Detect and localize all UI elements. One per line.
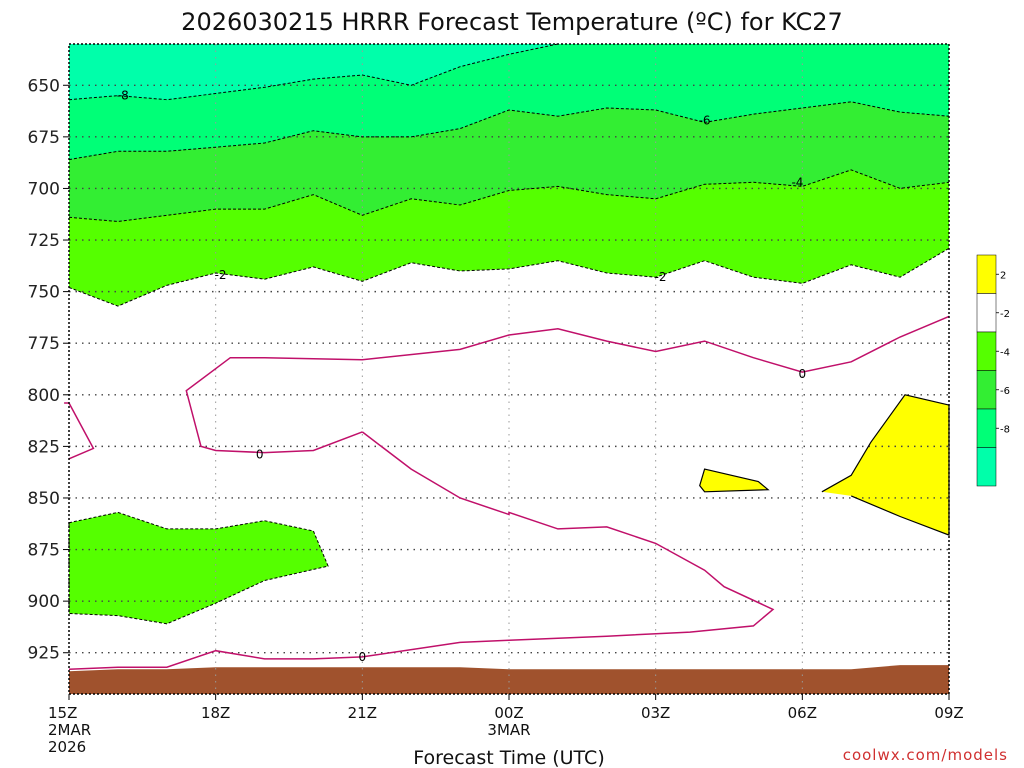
contour-label: -2	[655, 270, 667, 284]
contour-pos2-blob-2	[821, 394, 950, 536]
ground-fill	[69, 665, 949, 694]
fill-band-low-m2	[69, 512, 329, 624]
contour-m6	[68, 101, 950, 161]
credit-text: coolwx.com/models	[843, 746, 1008, 764]
legend-swatch	[976, 293, 997, 333]
legend-swatch	[976, 447, 997, 487]
fill-gt2-blob-2	[821, 394, 949, 536]
y-tick-label: 725	[28, 231, 60, 251]
contour-lines	[64, 43, 950, 670]
x-tick-label: 06Z	[788, 704, 817, 722]
contour-m2	[68, 247, 950, 307]
contour-zero-left	[64, 402, 95, 460]
contour-label: -2	[215, 268, 227, 282]
x-tick-label: 03Z	[641, 704, 670, 722]
legend-label: -4	[1000, 347, 1010, 358]
legend-swatch	[976, 408, 997, 448]
x-tick-label: 15Z	[48, 704, 77, 722]
x-tick-label: 18Z	[201, 704, 230, 722]
x-tick-label: 3MAR	[487, 721, 530, 739]
contour-label: -8	[117, 89, 129, 103]
y-tick-label: 800	[28, 386, 60, 406]
contour-zero-lower	[68, 431, 775, 670]
legend-swatch	[976, 331, 997, 371]
legend-label: -6	[1000, 386, 1010, 397]
x-tick-label: 21Z	[348, 704, 377, 722]
contour-label: 0	[256, 448, 264, 462]
legend-label: 2	[1000, 270, 1006, 281]
contour-label: -4	[791, 175, 803, 189]
x-tick-label: 00Z	[494, 704, 523, 722]
y-tick-label: 850	[28, 489, 60, 509]
y-tick-label: 650	[28, 76, 60, 96]
legend: 2 -2 -4 -6 -8	[976, 254, 1010, 487]
legend-label: -8	[1000, 424, 1010, 435]
contour-label: -6	[699, 113, 711, 127]
x-axis-title: Forecast Time (UTC)	[413, 747, 604, 768]
legend-swatch	[976, 254, 997, 294]
fill-band-lt-m8	[69, 44, 558, 100]
x-tick-label: 09Z	[934, 704, 963, 722]
contour-labels: -8 -6 -4 -2 -2 0 0 0	[117, 89, 806, 664]
chart-title: 2026030215 HRRR Forecast Temperature (ºC…	[181, 8, 843, 36]
x-tick-label: 2026	[48, 738, 86, 756]
y-tick-label: 825	[28, 437, 60, 457]
legend-swatch	[976, 370, 997, 410]
contour-pos2-blob-1	[699, 468, 770, 493]
contour-label: 0	[359, 650, 367, 664]
contour-zero-upper	[185, 315, 950, 454]
y-tick-label: 925	[28, 644, 60, 664]
y-tick-label: 675	[28, 128, 60, 148]
y-tick-label: 875	[28, 541, 60, 561]
contour-m4	[68, 169, 950, 223]
fill-gt2-blob-1	[699, 469, 769, 492]
x-tick-label: 2MAR	[48, 721, 91, 739]
contour-m8	[68, 43, 559, 101]
y-axis: 650 675 700 725 750 775 800 825 850 875 900 925	[28, 76, 69, 664]
legend-label: -2	[1000, 309, 1010, 320]
y-tick-label: 700	[28, 179, 60, 199]
y-tick-label: 775	[28, 334, 60, 354]
contour-m2-low	[68, 511, 329, 625]
y-tick-label: 900	[28, 592, 60, 612]
contour-label: 0	[799, 367, 807, 381]
y-tick-label: 750	[28, 283, 60, 303]
